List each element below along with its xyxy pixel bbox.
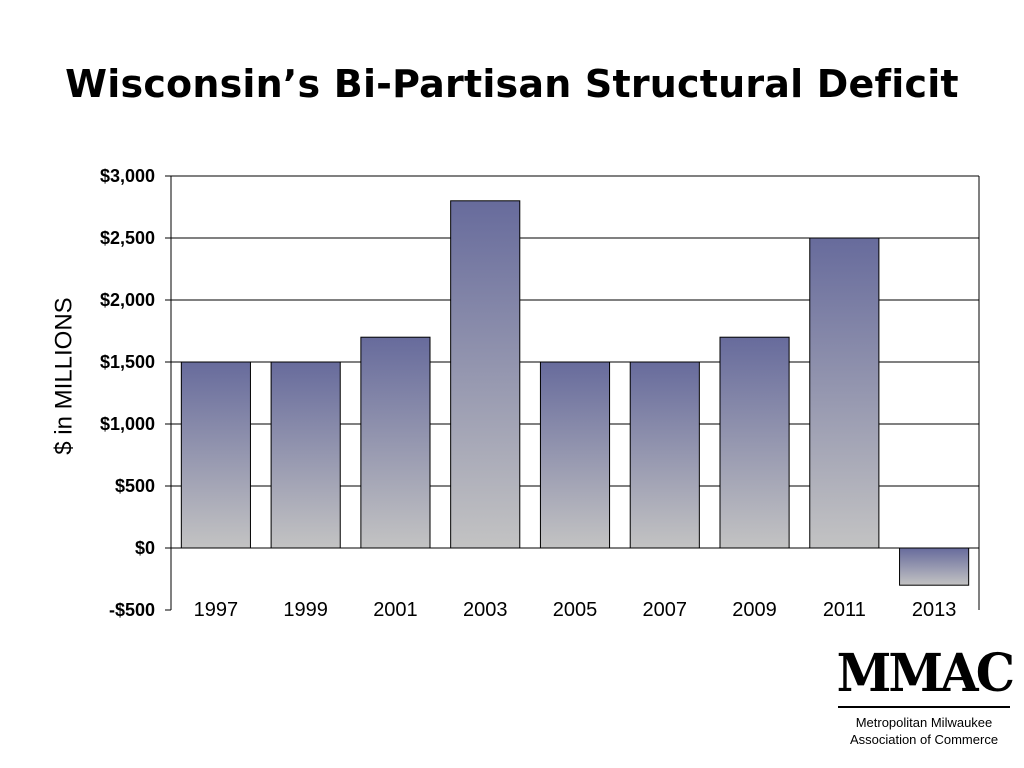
y-tick-label: -$500 xyxy=(109,600,155,620)
logo-mark: MMAC xyxy=(836,643,1015,704)
x-tick-label: 1999 xyxy=(283,599,328,621)
y-axis-label: $ in MILLIONS xyxy=(51,297,78,454)
logo-line-1: Metropolitan Milwaukee xyxy=(855,715,993,730)
bar-2007 xyxy=(629,361,700,549)
y-tick-label: $2,000 xyxy=(100,290,155,310)
y-tick-labels: $3,000 $2,500 $2,000 $1,500 $1,000 $500 $0 -$50… xyxy=(100,166,155,620)
slide-title: Wisconsin’s Bi-Partisan Structural Defic… xyxy=(65,62,959,106)
bar-2003 xyxy=(450,200,521,549)
x-tick-label: 2011 xyxy=(823,599,866,621)
x-tick-label: 2005 xyxy=(553,599,598,621)
bar-2011 xyxy=(809,237,880,549)
bar-2009 xyxy=(719,336,790,549)
axes xyxy=(170,176,980,610)
bar-2005 xyxy=(539,361,611,549)
x-tick-labels: 1997 1999 2001 2003 2005 2007 2009 2011 2013 xyxy=(194,599,957,621)
bars xyxy=(180,200,970,586)
y-tick-label: $1,500 xyxy=(100,352,155,372)
x-tick-label: 2001 xyxy=(373,599,418,621)
x-tick-label: 1997 xyxy=(194,599,239,621)
x-tick-label: 2009 xyxy=(732,599,777,621)
bar-chart: $3,000 $2,500 $2,000 $1,500 $1,000 $500 $0 -$50… xyxy=(51,166,980,621)
logo-line-2: Association of Commerce xyxy=(849,732,999,747)
y-tick-label: $2,500 xyxy=(100,228,155,248)
bar-2001 xyxy=(360,336,431,549)
y-tick-label: $3,000 xyxy=(100,166,155,186)
bar-2013 xyxy=(899,547,970,586)
bar-1999 xyxy=(270,361,341,549)
x-tick-label: 2013 xyxy=(912,599,957,621)
bar-1997 xyxy=(180,361,251,549)
y-tick-label: $0 xyxy=(135,538,155,558)
y-tick-label: $1,000 xyxy=(100,414,155,434)
logo-divider xyxy=(838,706,1010,708)
mmac-logo: MMAC Metropolitan Milwaukee Association … xyxy=(832,646,1016,748)
y-tick-label: $500 xyxy=(115,476,155,496)
x-tick-label: 2003 xyxy=(463,599,508,621)
x-tick-label: 2007 xyxy=(643,599,688,621)
